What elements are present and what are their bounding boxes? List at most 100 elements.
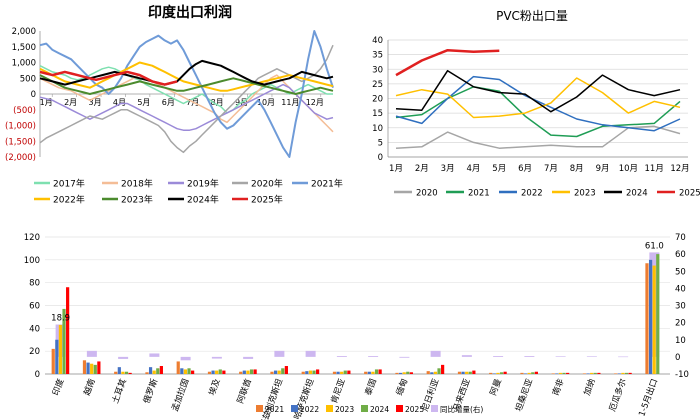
chart1-series-line [39,70,178,86]
chart2-x-tick: 10月 [619,164,638,174]
chart3-increment-bar [493,356,504,357]
chart3-bar [593,372,597,374]
chart3-bar [645,263,649,374]
chart1-legend-label: 2022年 [53,194,85,206]
chart3-bar [66,287,70,374]
chart3-increment-bar [86,350,97,357]
chart3-right-y-tick: 0 [675,353,680,363]
chart1-series-line [39,74,334,133]
chart3-right-y-tick: 60 [675,250,686,260]
chart3-bar [159,366,163,374]
chart1-legend-label: 2024年 [187,194,219,206]
chart1-x-tick: 8月 [211,98,224,107]
chart3-bar [523,373,528,374]
chart3-bar [621,372,625,374]
chart2-x-tick: 7月 [544,164,558,174]
chart2-y-tick: 10 [372,124,383,134]
chart2-x-tick: 9月 [596,164,610,174]
chart3-category-label: 越南 [82,377,98,397]
chart2-series-line [395,75,681,132]
chart3-left-y-tick: 40 [29,324,40,334]
chart3-bar [461,371,465,374]
chart1-legend-label: 2021年 [311,178,343,190]
chart1-y-tick: (2,000) [5,153,36,163]
chart3-right-y-tick: 30 [675,302,686,312]
chart3-increment-bar [305,350,316,357]
chart3-right-y-tick: 20 [675,319,686,329]
chart3-bar [58,324,63,374]
chart3-bar [489,372,493,374]
chart3-bar [503,371,507,374]
chart1-y-tick: (500) [13,106,36,116]
chart1-legend-label: 2020年 [251,178,283,190]
chart3-bar [145,372,149,374]
chart3-left-y-tick: 120 [24,233,40,243]
chart3-legend-label: 同比增量(右) [440,404,483,414]
chart1-x-tick: 1月 [40,98,53,107]
chart1-series-line [39,61,334,92]
chart3-bar [527,372,531,374]
chart3-bar [86,362,90,374]
chart3-bar [246,370,250,374]
chart3-bar [156,368,160,374]
chart1-legend-label: 2019年 [187,178,219,190]
chart3-bar [468,371,472,374]
chart3-bar [364,371,368,374]
chart3-bar [215,370,219,374]
chart2-legend-label: 2020 [416,189,438,199]
chart3-increment-bar [430,350,441,357]
chart3-bar [55,339,59,374]
chart3-bar [562,372,566,374]
chart3-bar [597,372,601,374]
chart2-series-line [395,69,681,113]
chart3-increment-bar [243,356,254,359]
chart3-bar [465,371,469,374]
chart3-bar [148,367,153,374]
chart3-category-label: 南非 [550,377,566,397]
chart3-category-label: 厄瓜多尔 [607,377,629,413]
chart2-x-tick: 2月 [415,164,429,174]
chart1-x-tick: 11月 [281,98,299,107]
chart2-y-tick: 40 [372,36,383,46]
chart3-bar [496,372,500,374]
chart3-category-label: 阿联酋 [235,377,254,405]
chart2-y-tick: 15 [372,109,383,119]
chart3-bar [211,370,215,374]
chart3-bar [614,373,618,374]
chart1-title: 印度出口利润 [148,4,232,21]
chart3-bar [253,369,257,374]
chart2-series-line [395,86,681,138]
chart3-bar [409,372,413,374]
chart3-increment-bar [180,356,191,361]
chart2-x-tick: 11月 [645,164,664,174]
chart3-increment-bar [336,356,347,357]
chart3-bar [628,372,632,374]
chart1-legend-label: 2018年 [121,178,153,190]
chart3-legend-swatch [291,405,298,412]
chart3-bar [124,371,129,374]
chart1-y-tick: 500 [20,74,36,84]
chart3-bar [374,369,379,374]
chart3-bar [270,371,274,374]
chart3-bar [301,371,305,374]
chart3-bar [437,368,441,374]
chart3-bar [582,373,587,374]
chart3-bar [82,360,87,374]
chart2-x-tick: 4月 [466,164,480,174]
chart3-bar [492,373,496,374]
chart3-bar [398,372,403,374]
chart3-bar [176,361,180,374]
chart3-bar [499,372,504,374]
chart3-legend-label: 2024 [370,405,389,414]
chart3-bar [340,371,344,374]
chart1-y-tick: 0 [31,90,36,100]
chart3-bar [402,372,406,374]
chart3-bar [284,366,288,374]
chart1-y-tick: (1,000) [5,122,36,132]
chart3-data-label: 61.0 [645,241,664,251]
chart3-legend-label: 2021 [265,405,284,414]
chart3-bar [187,368,191,374]
chart3-left-y-tick: 60 [29,302,40,312]
india-export-profit-chart: 印度出口利润 2,000 1,500 1,000 500 0 (500) (1,000) (1… [5,4,343,206]
